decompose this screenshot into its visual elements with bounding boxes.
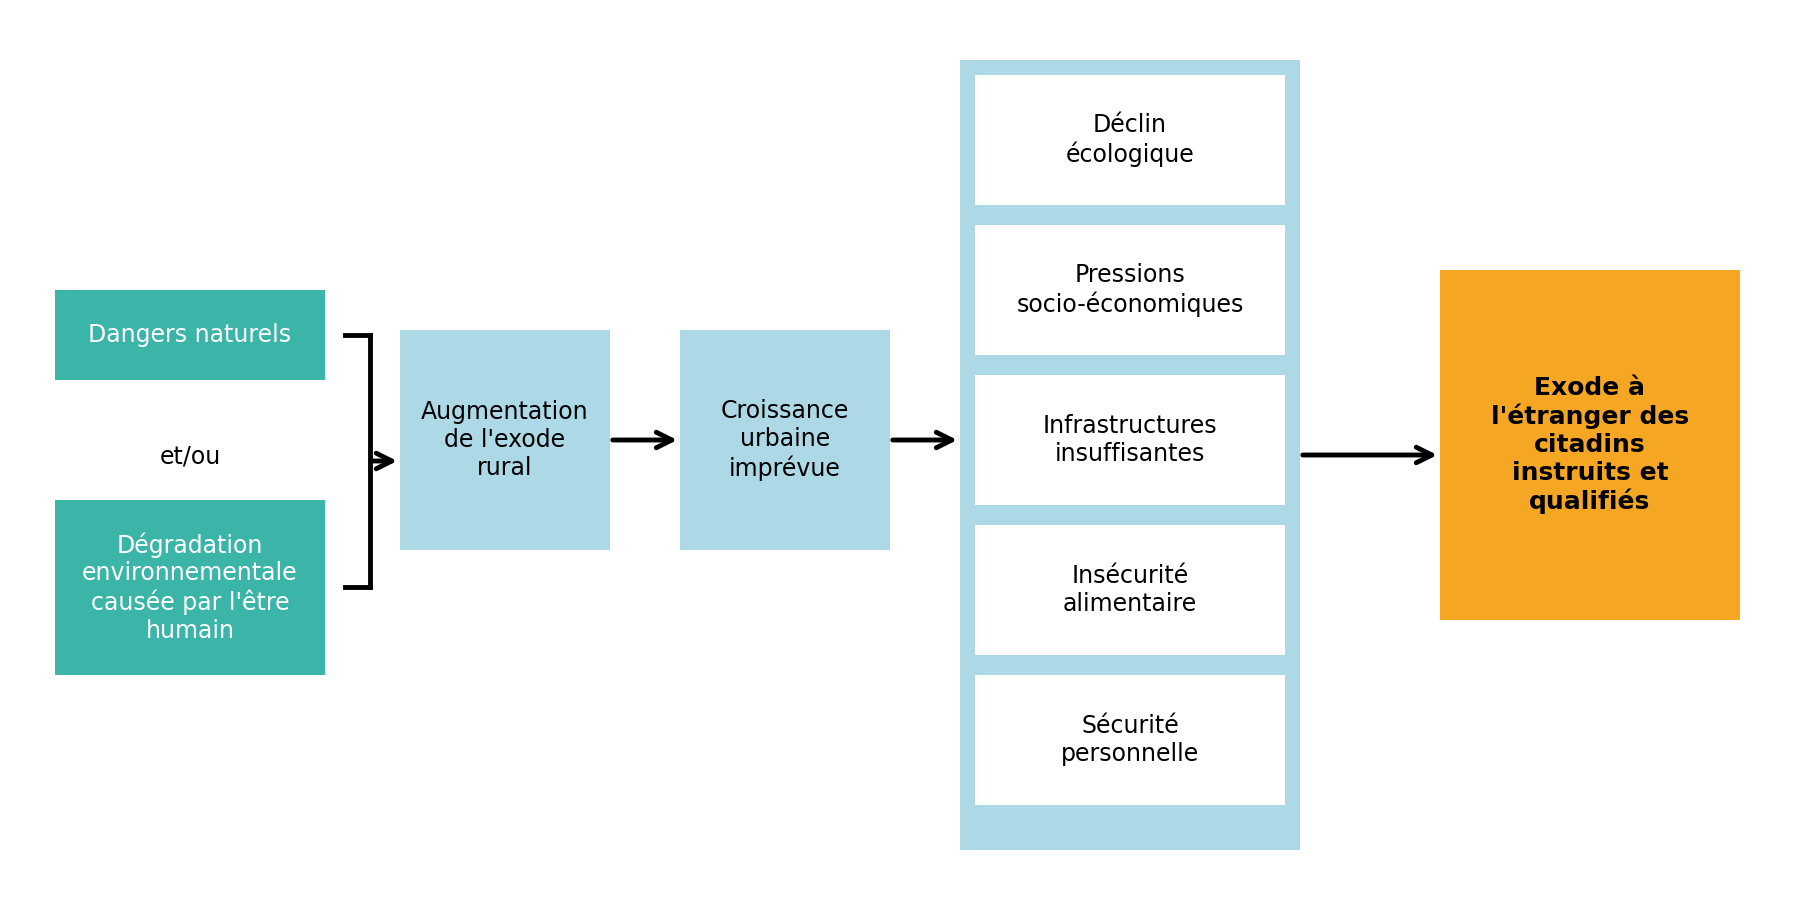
FancyBboxPatch shape (56, 500, 326, 675)
FancyBboxPatch shape (680, 330, 889, 550)
Text: Exode à
l'étranger des
citadins
instruits et
qualifiés: Exode à l'étranger des citadins instruit… (1490, 376, 1688, 515)
Text: Déclin
écologique: Déclin écologique (1066, 113, 1195, 166)
FancyBboxPatch shape (976, 75, 1285, 205)
Text: et/ou: et/ou (160, 445, 221, 469)
FancyBboxPatch shape (976, 375, 1285, 505)
FancyBboxPatch shape (56, 290, 326, 380)
Text: Infrastructures
insuffisantes: Infrastructures insuffisantes (1042, 414, 1217, 466)
Text: Croissance
urbaine
imprévue: Croissance urbaine imprévue (720, 399, 850, 481)
FancyBboxPatch shape (976, 525, 1285, 655)
Text: Sécurité
personnelle: Sécurité personnelle (1060, 714, 1199, 766)
FancyBboxPatch shape (976, 675, 1285, 805)
Text: Pressions
socio-économiques: Pressions socio-économiques (1017, 263, 1244, 317)
FancyBboxPatch shape (959, 60, 1300, 850)
Text: Dangers naturels: Dangers naturels (88, 323, 292, 347)
FancyBboxPatch shape (400, 330, 610, 550)
Text: Insécurité
alimentaire: Insécurité alimentaire (1062, 564, 1197, 616)
Text: Dégradation
environnementale
causée par l'être
humain: Dégradation environnementale causée par … (83, 532, 297, 643)
FancyBboxPatch shape (1440, 270, 1741, 620)
Text: Augmentation
de l'exode
rural: Augmentation de l'exode rural (421, 400, 589, 480)
FancyBboxPatch shape (976, 225, 1285, 355)
